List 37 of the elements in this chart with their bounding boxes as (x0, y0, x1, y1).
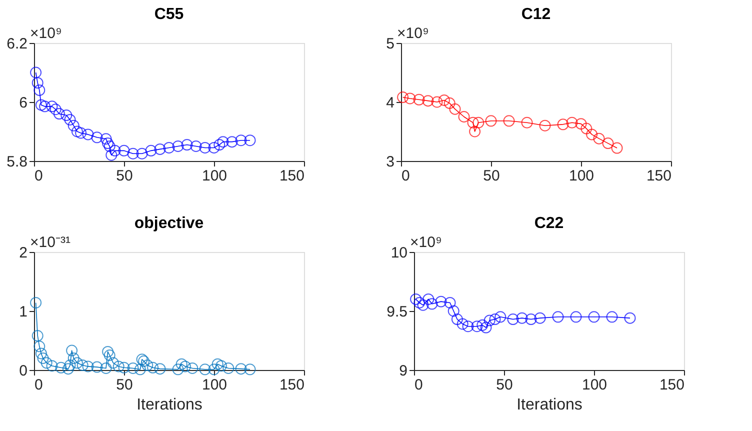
y-tick-label: 6 (19, 94, 28, 112)
x-tick-label: 100 (582, 376, 608, 394)
x-tick-label: 0 (34, 168, 43, 184)
x-tick-label: 100 (202, 168, 228, 184)
x-tick-label: 100 (202, 376, 228, 394)
y-tick-label: 5 (386, 36, 394, 52)
x-tick-label: 100 (568, 168, 594, 184)
y-tick-label: 6.2 (6, 36, 28, 52)
x-tick-label: 150 (659, 376, 684, 394)
x-tick-label: 0 (414, 376, 423, 394)
y-tick-label: 9 (399, 362, 408, 380)
y-tick-label: 3 (386, 154, 394, 170)
x-axis-title: Iterations (516, 396, 582, 414)
y-tick-label: 4 (386, 94, 394, 112)
chart-title: C12 (521, 6, 551, 23)
y-axis-title: ×10⁹ (397, 25, 429, 42)
x-tick-label: 50 (116, 168, 133, 184)
x-tick-label: 0 (34, 376, 43, 394)
y-tick-label: 10 (390, 244, 408, 262)
y-tick-label: 9.5 (386, 304, 408, 320)
y-tick-label: 5.8 (6, 154, 28, 170)
x-axis-title: Iterations (136, 396, 202, 414)
y-tick-label: 0 (19, 362, 28, 380)
x-tick-label: 150 (279, 376, 304, 394)
y-axis-title: ×10⁹ (30, 25, 62, 42)
x-tick-label: 50 (496, 376, 513, 394)
chart-title: objective (134, 215, 204, 232)
x-tick-label: 50 (483, 168, 500, 184)
y-axis-title: ×10⁹ (410, 234, 442, 251)
x-tick-label: 50 (116, 376, 133, 394)
y-tick-label: 1 (19, 304, 28, 320)
chart-title: C22 (534, 215, 564, 232)
x-tick-label: 150 (646, 168, 672, 184)
x-tick-label: 150 (279, 168, 304, 184)
y-axis-title: ×10⁻³¹ (30, 234, 70, 251)
chart-title: C55 (154, 6, 184, 23)
y-tick-label: 2 (19, 244, 28, 262)
